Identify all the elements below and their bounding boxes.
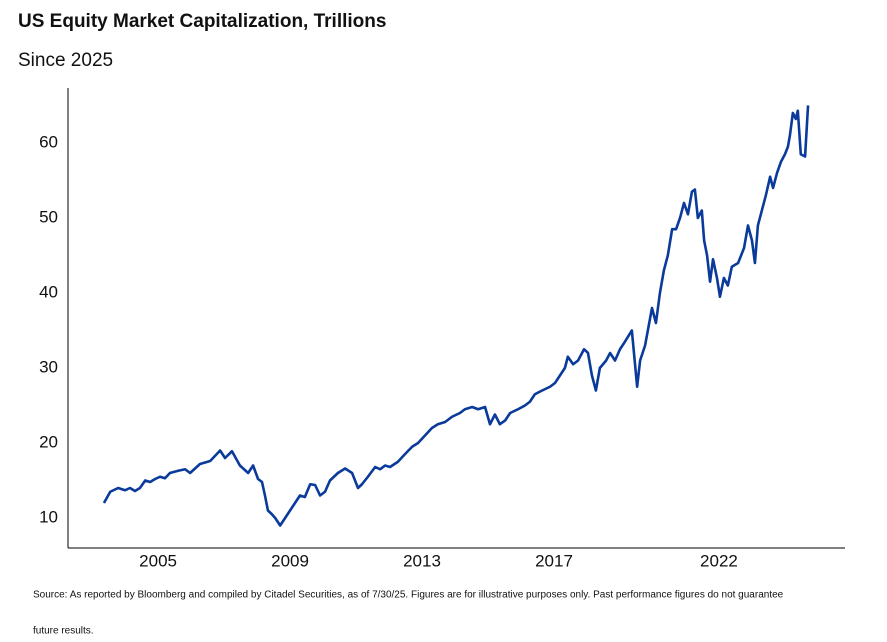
x-tick-label: 2017 (535, 551, 573, 570)
y-tick-label: 20 (39, 432, 58, 451)
chart-subtitle: Since 2025 (18, 50, 113, 71)
x-tick-label: 2022 (700, 551, 738, 570)
x-tick-label: 2013 (403, 551, 441, 570)
chart-title: US Equity Market Capitalization, Trillio… (18, 11, 386, 32)
y-tick-label: 50 (39, 207, 58, 226)
y-tick-label: 10 (39, 507, 58, 526)
y-tick-label: 40 (39, 282, 58, 301)
source-note: future results. (33, 626, 94, 637)
y-tick-label: 30 (39, 357, 58, 376)
data-line (102, 105, 810, 527)
x-tick-label: 2009 (271, 551, 309, 570)
source-note: Source: As reported by Bloomberg and com… (33, 590, 784, 601)
y-tick-label: 60 (39, 132, 58, 151)
x-tick-label: 2005 (139, 551, 177, 570)
